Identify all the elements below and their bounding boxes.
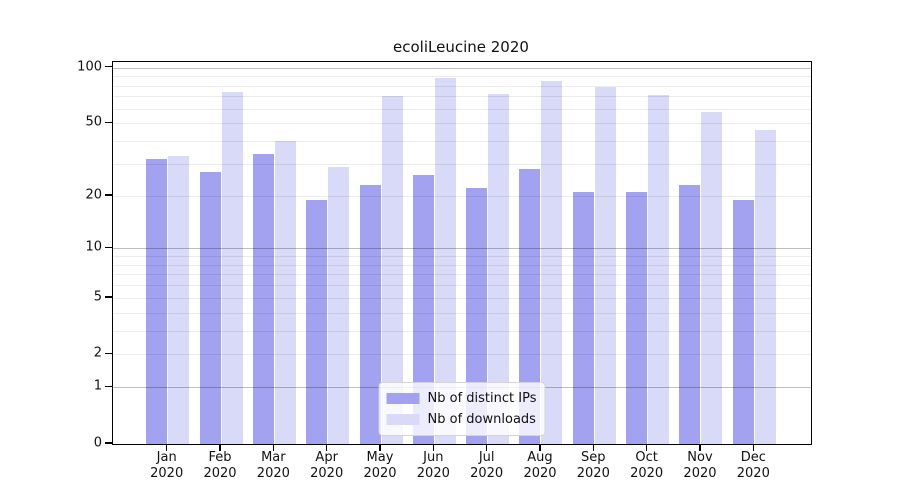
x-tick-mark-aug bbox=[539, 444, 541, 451]
x-tick-year: 2020 bbox=[683, 466, 717, 481]
x-tick-year: 2020 bbox=[630, 466, 664, 481]
bar-downloads-dec bbox=[754, 130, 776, 444]
x-tick-mark-jul bbox=[485, 444, 488, 451]
bar-distinct-ips-feb bbox=[199, 172, 221, 444]
bar-distinct-ips-jun bbox=[412, 175, 434, 444]
x-tick-label-aug: Aug 2020 bbox=[512, 450, 568, 482]
bar-distinct-ips-sep bbox=[572, 191, 594, 444]
x-tick-label-feb: Feb 2020 bbox=[192, 450, 248, 482]
x-tick-label-apr: Apr 2020 bbox=[299, 450, 355, 482]
x-tick-mark-feb bbox=[219, 444, 221, 451]
x-tick-label-dec: Dec 2020 bbox=[725, 450, 781, 482]
x-tick-label-nov: Nov 2020 bbox=[672, 450, 728, 482]
y-tick-label-5: 5 bbox=[93, 289, 102, 305]
x-tick-year: 2020 bbox=[256, 466, 290, 481]
bar-distinct-ips-nov bbox=[679, 184, 701, 444]
x-tick-mark-jan bbox=[165, 444, 168, 451]
bar-distinct-ips-oct bbox=[626, 191, 648, 444]
x-tick-mark-apr bbox=[325, 444, 328, 451]
y-tick-mark-10 bbox=[105, 246, 112, 249]
bars-layer bbox=[113, 62, 811, 444]
legend-swatch-distinct-ips bbox=[386, 393, 420, 404]
x-tick-month: Mar bbox=[261, 450, 286, 465]
x-tick-month: Jul bbox=[478, 450, 495, 465]
x-tick-month: Feb bbox=[208, 450, 232, 465]
x-tick-mark-nov bbox=[699, 444, 701, 451]
x-tick-mark-mar bbox=[272, 444, 275, 451]
chart-title: ecoliLeucine 2020 bbox=[393, 38, 529, 56]
legend-label: Nb of distinct IPs bbox=[427, 391, 537, 406]
y-tick-mark-2 bbox=[105, 352, 112, 355]
y-tick-mark-1 bbox=[105, 385, 112, 388]
legend-swatch-downloads bbox=[386, 414, 420, 425]
x-tick-mark-sep bbox=[592, 444, 595, 451]
y-tick-label-50: 50 bbox=[85, 114, 102, 130]
bar-distinct-ips-jul bbox=[466, 188, 488, 444]
legend-row: Nb of distinct IPs bbox=[386, 388, 537, 409]
y-tick-mark-100 bbox=[105, 65, 112, 68]
y-tick-mark-20 bbox=[105, 194, 112, 196]
bar-downloads-may bbox=[381, 96, 403, 444]
x-tick-year: 2020 bbox=[736, 466, 770, 481]
x-tick-month: Nov bbox=[687, 450, 713, 465]
y-tick-mark-0 bbox=[105, 442, 112, 444]
y-tick-mark-50 bbox=[105, 121, 112, 124]
legend: Nb of distinct IPs Nb of downloads bbox=[378, 382, 546, 436]
bar-downloads-aug bbox=[541, 80, 563, 444]
x-tick-label-oct: Oct 2020 bbox=[619, 450, 675, 482]
bar-downloads-mar bbox=[274, 141, 296, 444]
x-tick-label-jul: Jul 2020 bbox=[459, 450, 515, 482]
bar-distinct-ips-jan bbox=[146, 158, 168, 444]
y-tick-label-20: 20 bbox=[85, 187, 102, 203]
x-tick-year: 2020 bbox=[310, 466, 344, 481]
legend-row: Nb of downloads bbox=[386, 409, 537, 430]
y-tick-label-10: 10 bbox=[85, 239, 102, 255]
bar-downloads-apr bbox=[328, 166, 350, 444]
bar-downloads-sep bbox=[594, 86, 616, 444]
bar-downloads-nov bbox=[701, 111, 723, 444]
x-tick-month: Oct bbox=[635, 450, 658, 465]
bar-downloads-jun bbox=[434, 78, 456, 444]
y-tick-mark-5 bbox=[105, 296, 112, 298]
x-tick-year: 2020 bbox=[576, 466, 610, 481]
x-tick-year: 2020 bbox=[150, 466, 184, 481]
x-tick-year: 2020 bbox=[416, 466, 450, 481]
plot-area: Nb of distinct IPs Nb of downloads bbox=[112, 61, 812, 445]
x-tick-month: Apr bbox=[315, 450, 338, 465]
x-tick-year: 2020 bbox=[523, 466, 557, 481]
bar-distinct-ips-dec bbox=[732, 199, 754, 444]
x-tick-year: 2020 bbox=[203, 466, 237, 481]
bar-downloads-jul bbox=[488, 94, 510, 444]
bar-distinct-ips-aug bbox=[519, 169, 541, 444]
x-tick-label-mar: Mar 2020 bbox=[245, 450, 301, 482]
bar-downloads-feb bbox=[221, 91, 243, 444]
legend-label: Nb of downloads bbox=[427, 412, 536, 427]
y-tick-label-0: 0 bbox=[93, 435, 102, 451]
y-tick-label-2: 2 bbox=[93, 345, 102, 361]
bar-downloads-jan bbox=[168, 156, 190, 444]
x-tick-mark-may bbox=[379, 444, 381, 451]
bar-distinct-ips-mar bbox=[252, 154, 274, 444]
x-tick-year: 2020 bbox=[363, 466, 397, 481]
x-tick-month: Aug bbox=[527, 450, 553, 465]
x-tick-month: Jan bbox=[156, 450, 177, 465]
y-tick-label-1: 1 bbox=[93, 378, 102, 394]
x-tick-month: May bbox=[366, 450, 394, 465]
x-tick-mark-dec bbox=[752, 444, 755, 451]
bar-distinct-ips-may bbox=[359, 184, 381, 444]
x-tick-mark-jun bbox=[432, 444, 435, 451]
x-tick-label-jan: Jan 2020 bbox=[139, 450, 195, 482]
x-tick-label-jun: Jun 2020 bbox=[405, 450, 461, 482]
y-tick-label-100: 100 bbox=[77, 59, 102, 75]
x-tick-month: Dec bbox=[740, 450, 766, 465]
x-tick-month: Sep bbox=[581, 450, 606, 465]
x-tick-label-sep: Sep 2020 bbox=[565, 450, 621, 482]
x-tick-label-may: May 2020 bbox=[352, 450, 408, 482]
x-tick-year: 2020 bbox=[470, 466, 504, 481]
bar-distinct-ips-apr bbox=[306, 199, 328, 444]
x-tick-mark-oct bbox=[645, 444, 648, 451]
x-tick-month: Jun bbox=[423, 450, 444, 465]
bar-downloads-oct bbox=[648, 95, 670, 444]
